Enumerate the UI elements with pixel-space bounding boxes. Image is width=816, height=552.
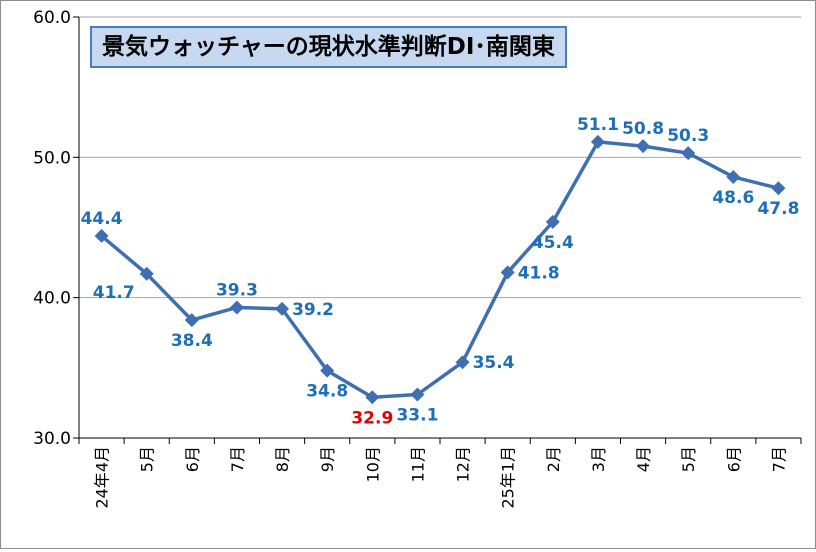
x-tick-label: 6月 [724,446,743,472]
x-tick-label: 12月 [454,446,473,482]
x-tick-label: 2月 [544,446,563,472]
data-point [590,134,605,149]
x-tick-label: 7月 [228,446,247,472]
x-tick-label: 24年4月 [93,446,112,509]
x-tick-label: 7月 [769,446,788,472]
data-label: 50.8 [622,119,664,139]
data-label: 35.4 [473,353,515,373]
data-point [455,355,470,370]
data-label: 45.4 [532,233,574,253]
data-label: 39.2 [292,300,334,320]
data-point [275,301,290,316]
data-point [410,387,425,402]
x-tick-label: 11月 [408,446,427,482]
x-tick-label: 4月 [634,446,653,472]
y-tick-label: 60.0 [33,8,71,28]
y-tick-label: 30.0 [33,429,71,449]
x-tick-label: 8月 [273,446,292,472]
data-label: 34.8 [306,382,348,402]
x-tick-label: 3月 [589,446,608,472]
x-tick-label: 5月 [679,446,698,472]
data-point [545,214,560,229]
data-label: 48.6 [712,188,754,208]
data-point [636,139,651,154]
data-point [500,265,515,280]
x-tick-label: 5月 [138,446,157,472]
data-point [139,266,154,281]
data-point [94,228,109,243]
data-label: 47.8 [757,199,799,219]
data-label: 41.7 [93,283,135,303]
series-line-0 [100,140,779,400]
x-tick-label: 25年1月 [499,446,518,509]
x-tick-label: 9月 [318,446,337,472]
data-label: 44.4 [81,209,123,229]
data-label: 50.3 [667,126,709,146]
data-point [365,390,380,405]
data-point [229,300,244,315]
data-point [184,313,199,328]
data-point [726,169,741,184]
x-tick-label: 10月 [363,446,382,482]
y-tick-label: 50.0 [33,148,71,168]
data-label: 39.3 [216,280,258,300]
data-label: 51.1 [577,115,619,135]
data-point [771,181,786,196]
data-label: 38.4 [171,331,213,351]
data-label: 33.1 [396,405,438,425]
x-tick-label: 6月 [183,446,202,472]
data-point [320,363,335,378]
data-label: 32.9 [351,408,393,428]
data-point [681,146,696,161]
data-label: 41.8 [518,263,560,283]
y-tick-label: 40.0 [33,289,71,309]
chart-title: 景気ウォッチャーの現状水準判断DI･南関東 [90,26,567,68]
